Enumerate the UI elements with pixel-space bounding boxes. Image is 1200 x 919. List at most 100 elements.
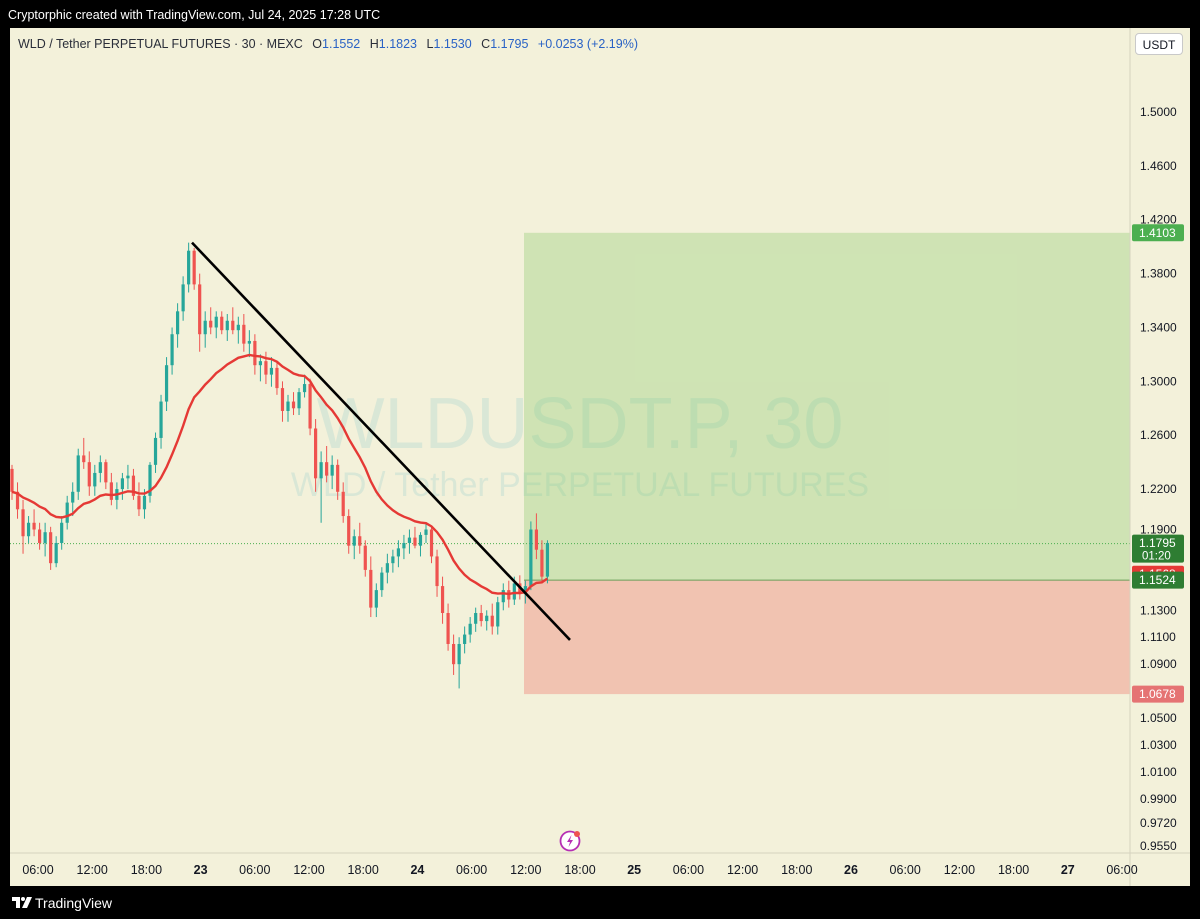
time-tick-label: 06:00 bbox=[239, 863, 270, 877]
candle-body bbox=[170, 334, 174, 366]
candle-body bbox=[253, 340, 257, 366]
currency-unit-button[interactable]: USDT bbox=[1135, 33, 1183, 55]
candle-body bbox=[164, 365, 169, 402]
candle-body bbox=[120, 478, 124, 490]
target-price-tag: 1.4103 bbox=[1139, 226, 1176, 240]
price-tick-label: 1.0500 bbox=[1140, 711, 1177, 725]
time-tick-label: 26 bbox=[844, 863, 858, 877]
candle-body bbox=[391, 556, 395, 564]
candle-body bbox=[82, 455, 86, 463]
candle-body bbox=[76, 455, 80, 492]
candle-body bbox=[148, 464, 152, 496]
candle-body bbox=[192, 250, 196, 285]
candle-body bbox=[341, 491, 345, 517]
price-tick-label: 1.1100 bbox=[1140, 630, 1176, 644]
candle-body bbox=[302, 384, 307, 393]
candle-body bbox=[10, 468, 14, 492]
candlestick-chart[interactable]: WLDUSDT.P, 30 WLD / Tether PERPETUAL FUT… bbox=[10, 28, 1190, 886]
candle-body bbox=[534, 529, 538, 550]
chart-frame[interactable] bbox=[10, 28, 1190, 886]
time-tick-label: 12:00 bbox=[77, 863, 108, 877]
time-tick-label: 18:00 bbox=[564, 863, 595, 877]
candle-body bbox=[457, 643, 461, 665]
candle-body bbox=[512, 583, 516, 600]
time-tick-label: 12:00 bbox=[510, 863, 541, 877]
candle-body bbox=[269, 367, 274, 375]
price-tick-label: 1.1900 bbox=[1140, 523, 1177, 537]
candle-body bbox=[131, 475, 136, 496]
candle-body bbox=[347, 516, 351, 546]
candle-body bbox=[65, 502, 69, 523]
candle-body bbox=[198, 284, 202, 335]
candle-body bbox=[98, 462, 102, 473]
candle-body bbox=[142, 495, 147, 510]
candle-body bbox=[429, 529, 434, 557]
loss-zone[interactable] bbox=[524, 580, 1130, 695]
candle-body bbox=[545, 542, 550, 577]
candle-body bbox=[385, 563, 389, 573]
price-tick-label: 1.3000 bbox=[1140, 374, 1177, 388]
candle-body bbox=[435, 556, 439, 587]
price-tick-label: 1.3800 bbox=[1140, 267, 1177, 281]
candle-body bbox=[26, 522, 31, 537]
candle-body bbox=[501, 590, 505, 603]
candle-body bbox=[496, 602, 500, 627]
candle-body bbox=[286, 401, 290, 411]
candle-body bbox=[280, 388, 285, 411]
candle-body bbox=[463, 634, 467, 644]
alert-icon[interactable] bbox=[559, 830, 581, 852]
entry-price-tag: 1.1524 bbox=[1139, 573, 1176, 587]
time-tick-label: 27 bbox=[1061, 863, 1075, 877]
profit-zone[interactable] bbox=[524, 232, 1130, 581]
price-tick-label: 1.4600 bbox=[1140, 159, 1177, 173]
time-tick-label: 24 bbox=[410, 863, 424, 877]
candle-body bbox=[126, 475, 130, 479]
open-value: 1.1552 bbox=[322, 37, 361, 51]
time-tick-label: 06:00 bbox=[673, 863, 704, 877]
price-tick-label: 0.9550 bbox=[1140, 839, 1177, 853]
time-axis[interactable]: 06:00 12:00 18:00 23 06:00 12:00 18:00 24 06:00 1… bbox=[22, 863, 1137, 877]
attribution-bar: Cryptorphic created with TradingView.com… bbox=[0, 0, 1200, 28]
candle-body bbox=[203, 320, 207, 335]
time-tick-label: 25 bbox=[627, 863, 641, 877]
price-axis[interactable]: 1.5000 1.4600 1.4200 1.3800 1.3400 1.3000 1.26… bbox=[1140, 105, 1177, 853]
time-tick-label: 18:00 bbox=[348, 863, 379, 877]
current-price-tag: 1.1795 bbox=[1139, 536, 1176, 550]
candle-body bbox=[540, 549, 544, 577]
price-tick-label: 1.0300 bbox=[1140, 738, 1177, 752]
candle-body bbox=[71, 491, 75, 503]
candle-body bbox=[407, 537, 412, 543]
candle-body bbox=[352, 536, 356, 546]
symbol-legend: WLD / Tether PERPETUAL FUTURES · 30 · ME… bbox=[18, 37, 638, 51]
candle-body bbox=[330, 464, 334, 476]
candle-body bbox=[264, 361, 268, 375]
footer-bar: TradingView bbox=[0, 886, 1200, 919]
candle-body bbox=[380, 572, 384, 591]
candle-body bbox=[214, 316, 218, 328]
price-tick-label: 1.4200 bbox=[1140, 213, 1177, 227]
time-tick-label: 06:00 bbox=[456, 863, 487, 877]
trendline[interactable] bbox=[191, 241, 571, 641]
candle-body bbox=[369, 569, 373, 608]
candle-body bbox=[109, 482, 113, 500]
price-tick-label: 1.1300 bbox=[1140, 603, 1177, 617]
moving-average-line bbox=[11, 353, 549, 596]
candle-body bbox=[490, 615, 494, 627]
candle-body bbox=[225, 320, 229, 331]
candle-body bbox=[87, 462, 91, 487]
time-tick-label: 06:00 bbox=[1106, 863, 1137, 877]
candle-body bbox=[231, 320, 235, 331]
entry-price-tag-bg bbox=[1132, 571, 1184, 589]
price-tick-label: 0.9900 bbox=[1140, 792, 1177, 806]
candle-body bbox=[319, 462, 323, 479]
candle-body bbox=[291, 401, 296, 409]
watermark-description: WLD / Tether PERPETUAL FUTURES bbox=[291, 466, 869, 504]
time-tick-label: 12:00 bbox=[293, 863, 324, 877]
candle-body bbox=[21, 509, 25, 537]
candle-body bbox=[446, 613, 450, 644]
change-value: +0.0253 (+2.19%) bbox=[537, 37, 638, 51]
candle-body bbox=[308, 384, 312, 429]
candle-body bbox=[336, 464, 340, 492]
low-value: 1.1530 bbox=[433, 37, 472, 51]
